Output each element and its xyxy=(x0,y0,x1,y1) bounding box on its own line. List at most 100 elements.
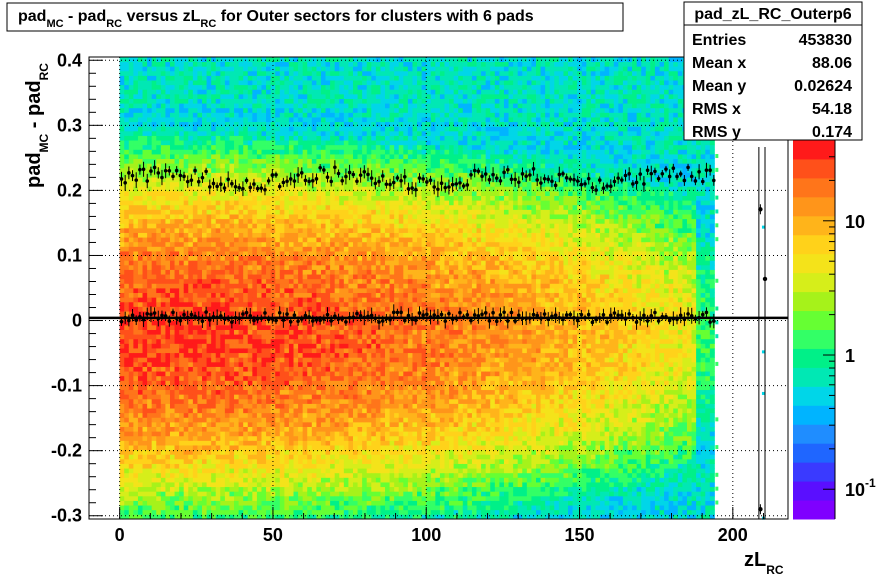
heatmap-cell xyxy=(197,380,203,386)
heatmap-cell xyxy=(211,209,217,215)
heatmap-cell xyxy=(128,70,134,76)
heatmap-cell xyxy=(206,426,212,432)
heatmap-cell xyxy=(224,98,230,104)
heatmap-cell xyxy=(298,371,304,377)
heatmap-cell xyxy=(206,329,212,335)
heatmap-cell xyxy=(229,361,235,367)
heatmap-cell xyxy=(215,167,221,173)
heatmap-cell xyxy=(197,237,203,243)
heatmap-cell xyxy=(206,255,212,261)
heatmap-cell xyxy=(188,255,194,261)
heatmap-cell xyxy=(307,500,313,506)
heatmap-cell xyxy=(311,398,317,404)
heatmap-cell xyxy=(165,264,171,270)
heatmap-cell xyxy=(334,190,340,196)
heatmap-cell xyxy=(147,214,153,220)
heatmap-cell xyxy=(325,158,331,164)
heatmap-cell xyxy=(211,218,217,224)
heatmap-cell xyxy=(247,385,253,391)
heatmap-cell xyxy=(128,306,134,312)
heatmap-cell xyxy=(160,417,166,423)
heatmap-cell xyxy=(320,93,326,99)
heatmap-cell xyxy=(343,237,349,243)
heatmap-cell xyxy=(179,223,185,229)
heatmap-cell xyxy=(307,274,313,280)
heatmap-cell xyxy=(238,232,244,238)
heatmap-cell xyxy=(243,486,249,492)
heatmap-cell xyxy=(197,172,203,178)
heatmap-cell xyxy=(270,195,276,201)
heatmap-cell xyxy=(174,468,180,474)
heatmap-cell xyxy=(133,223,139,229)
heatmap-cell xyxy=(188,421,194,427)
heatmap-cell xyxy=(142,348,148,354)
heatmap-cell xyxy=(174,301,180,307)
heatmap-cell xyxy=(311,463,317,469)
heatmap-cell xyxy=(256,412,262,418)
heatmap-cell xyxy=(206,135,212,141)
heatmap-cell xyxy=(316,357,322,363)
heatmap-cell xyxy=(293,482,299,488)
heatmap-cell xyxy=(334,324,340,330)
heatmap-cell xyxy=(229,509,235,515)
heatmap-cell xyxy=(234,398,240,404)
heatmap-cell xyxy=(128,329,134,335)
heatmap-cell xyxy=(197,130,203,136)
heatmap-cell xyxy=(128,352,134,358)
heatmap-cell xyxy=(197,311,203,317)
heatmap-cell xyxy=(266,93,272,99)
heatmap-cell xyxy=(229,260,235,266)
heatmap-cell xyxy=(234,177,240,183)
heatmap-cell xyxy=(206,486,212,492)
heatmap-cell xyxy=(256,509,262,515)
heatmap-cell xyxy=(256,482,262,488)
heatmap-cell xyxy=(320,190,326,196)
heatmap-cell xyxy=(160,269,166,275)
heatmap-cell xyxy=(137,334,143,340)
heatmap-cell xyxy=(238,375,244,381)
heatmap-cell xyxy=(275,375,281,381)
heatmap-cell xyxy=(206,357,212,363)
heatmap-cell xyxy=(220,163,226,169)
heatmap-cell xyxy=(334,140,340,146)
heatmap-cell xyxy=(311,301,317,307)
heatmap-cell xyxy=(206,324,212,330)
heatmap-cell xyxy=(183,75,189,81)
heatmap-cell xyxy=(243,431,249,437)
heatmap-cell xyxy=(137,320,143,326)
heatmap-cell xyxy=(339,463,345,469)
heatmap-cell xyxy=(165,98,171,104)
heatmap-cell xyxy=(339,440,345,446)
heatmap-cell xyxy=(151,371,157,377)
heatmap-cell xyxy=(275,61,281,67)
heatmap-cell xyxy=(256,61,262,67)
heatmap-cell xyxy=(247,421,253,427)
heatmap-cell xyxy=(270,61,276,67)
heatmap-cell xyxy=(202,130,207,136)
heatmap-cell xyxy=(124,491,130,497)
heatmap-cell xyxy=(156,61,162,67)
heatmap-cell xyxy=(316,274,322,280)
heatmap-cell xyxy=(298,398,304,404)
heatmap-cell xyxy=(142,468,148,474)
heatmap-cell xyxy=(206,375,212,381)
heatmap-cell xyxy=(302,491,308,497)
heatmap-cell xyxy=(298,126,304,132)
heatmap-cell xyxy=(224,509,230,515)
heatmap-cell xyxy=(220,144,226,150)
heatmap-cell xyxy=(238,260,244,266)
heatmap-cell xyxy=(234,278,240,284)
heatmap-cell xyxy=(316,177,322,183)
heatmap-cell xyxy=(298,486,304,492)
heatmap-cell xyxy=(320,117,326,123)
heatmap-cell xyxy=(311,190,317,196)
heatmap-cell xyxy=(165,209,171,215)
heatmap-cell xyxy=(256,421,262,427)
heatmap-cell xyxy=(343,246,349,252)
heatmap-cell xyxy=(261,260,267,266)
heatmap-cell xyxy=(261,274,267,280)
heatmap-cell xyxy=(334,84,340,90)
heatmap-cell xyxy=(137,486,143,492)
heatmap-cell xyxy=(325,454,331,460)
heatmap-cell xyxy=(147,306,153,312)
